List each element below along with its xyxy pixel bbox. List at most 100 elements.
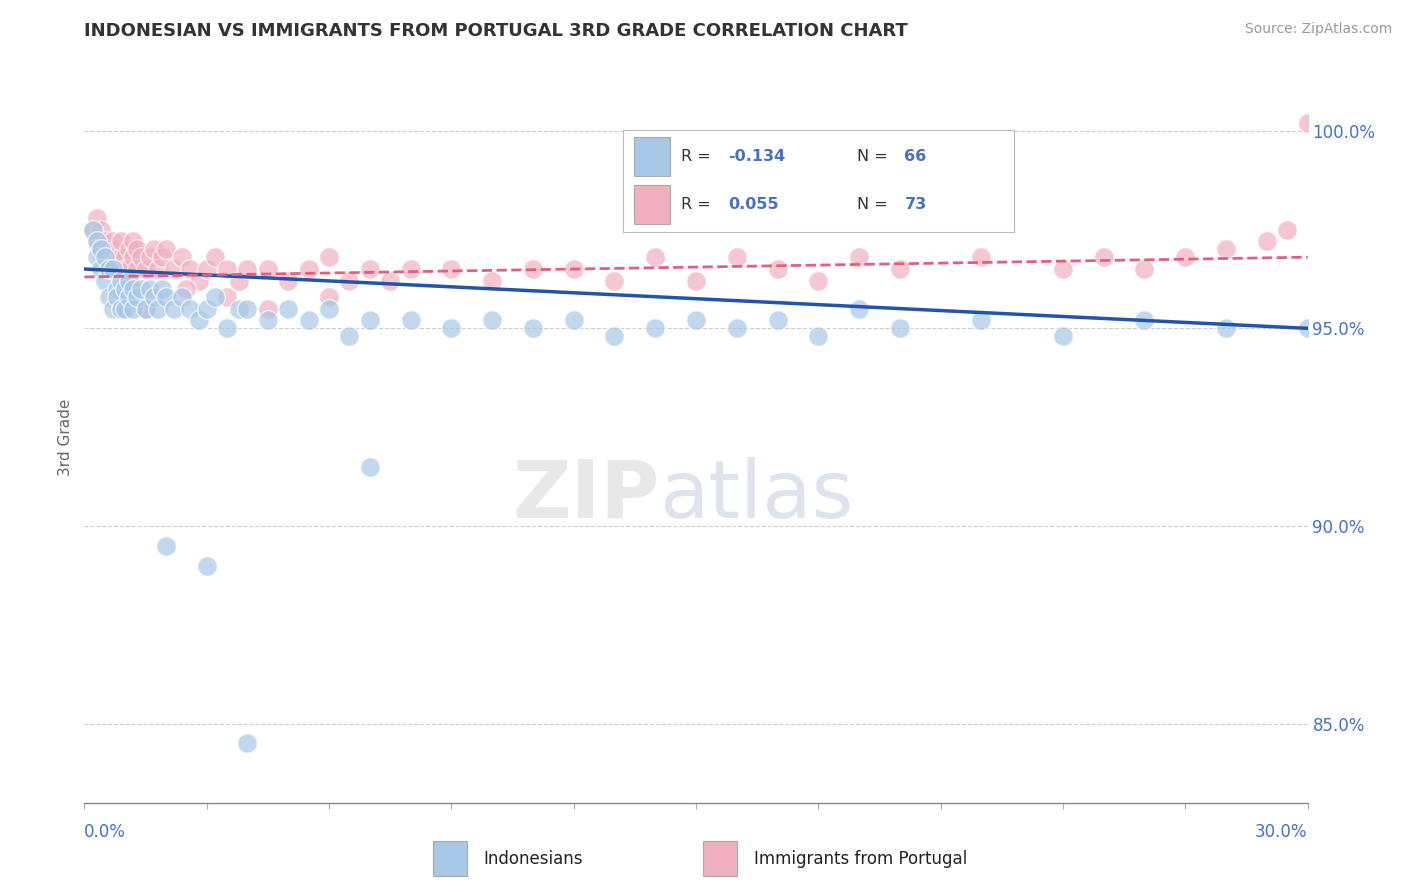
Point <box>1133 262 1156 277</box>
Point <box>105 262 128 277</box>
Point <box>155 539 177 553</box>
Point <box>122 301 145 316</box>
Point <box>101 262 124 277</box>
Point <box>187 274 209 288</box>
Point <box>90 242 112 256</box>
Point <box>93 274 117 288</box>
Point <box>138 250 160 264</box>
Point <box>174 282 197 296</box>
Point <box>155 290 177 304</box>
Y-axis label: 3rd Grade: 3rd Grade <box>58 399 73 475</box>
Point <box>90 262 112 277</box>
Point <box>603 274 626 288</box>
Point <box>807 274 830 288</box>
Point <box>118 274 141 288</box>
Point <box>807 329 830 343</box>
Text: INDONESIAN VS IMMIGRANTS FROM PORTUGAL 3RD GRADE CORRELATION CHART: INDONESIAN VS IMMIGRANTS FROM PORTUGAL 3… <box>84 22 908 40</box>
Text: Indonesians: Indonesians <box>484 849 583 868</box>
Text: Immigrants from Portugal: Immigrants from Portugal <box>754 849 967 868</box>
Point <box>122 250 145 264</box>
Point <box>1092 250 1115 264</box>
FancyBboxPatch shape <box>433 841 467 876</box>
Text: 30.0%: 30.0% <box>1256 822 1308 840</box>
Point <box>318 290 340 304</box>
Point <box>1133 313 1156 327</box>
Point <box>138 282 160 296</box>
Point <box>204 250 226 264</box>
Point <box>1052 262 1074 277</box>
Point <box>155 242 177 256</box>
Point <box>339 329 361 343</box>
Point <box>522 321 544 335</box>
Point <box>114 250 136 264</box>
Text: ZIP: ZIP <box>512 457 659 534</box>
Text: atlas: atlas <box>659 457 853 534</box>
Point <box>131 282 153 296</box>
Point <box>318 250 340 264</box>
Point <box>105 242 128 256</box>
Point <box>277 301 299 316</box>
Point <box>644 321 666 335</box>
Point <box>172 250 194 264</box>
Point <box>150 282 173 296</box>
Point <box>603 329 626 343</box>
Point <box>93 250 117 264</box>
Point <box>97 242 120 256</box>
Point <box>163 262 186 277</box>
Point <box>179 262 201 277</box>
Point <box>236 301 259 316</box>
Point <box>195 301 218 316</box>
Point <box>135 301 157 316</box>
Point <box>163 301 186 316</box>
Point <box>114 262 136 277</box>
Point <box>150 250 173 264</box>
Point <box>93 235 117 249</box>
Point <box>685 274 707 288</box>
Point <box>195 558 218 573</box>
Point <box>236 737 259 751</box>
Point <box>105 290 128 304</box>
Point <box>86 235 108 249</box>
Point <box>187 313 209 327</box>
Point <box>217 321 239 335</box>
Point <box>257 313 280 327</box>
Point <box>82 222 104 236</box>
Point <box>90 222 112 236</box>
Point <box>110 235 132 249</box>
Point <box>1215 242 1237 256</box>
Point <box>204 290 226 304</box>
Point <box>440 321 463 335</box>
Point <box>127 242 149 256</box>
Point <box>766 262 789 277</box>
Point <box>848 301 870 316</box>
Point <box>1215 321 1237 335</box>
Point <box>481 313 503 327</box>
Point <box>399 262 422 277</box>
Point <box>399 313 422 327</box>
Point <box>101 301 124 316</box>
Point <box>86 235 108 249</box>
Point <box>1052 329 1074 343</box>
Point <box>97 262 120 277</box>
Point <box>236 262 259 277</box>
Point <box>82 222 104 236</box>
Point <box>135 262 157 277</box>
Point <box>848 250 870 264</box>
Point <box>298 313 321 327</box>
Point <box>146 262 169 277</box>
Point <box>562 262 585 277</box>
Point <box>118 242 141 256</box>
Point <box>257 301 280 316</box>
Text: 0.0%: 0.0% <box>84 822 127 840</box>
Point <box>217 290 239 304</box>
FancyBboxPatch shape <box>703 841 737 876</box>
Point <box>440 262 463 277</box>
Point <box>142 242 165 256</box>
Text: Source: ZipAtlas.com: Source: ZipAtlas.com <box>1244 22 1392 37</box>
Point <box>142 290 165 304</box>
Point <box>298 262 321 277</box>
Point <box>114 282 136 296</box>
Point <box>685 313 707 327</box>
Point <box>1256 235 1278 249</box>
Point <box>380 274 402 288</box>
